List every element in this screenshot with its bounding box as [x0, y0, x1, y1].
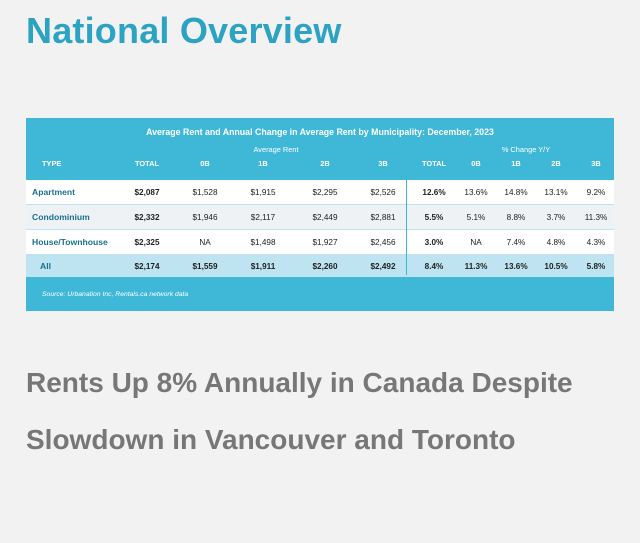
- table-cell: $2,332: [134, 212, 160, 222]
- table-cell: 5.1%: [466, 212, 486, 222]
- table-cell: $2,526: [370, 187, 396, 197]
- table-cell: $2,492: [370, 261, 396, 271]
- column-header-total-change: TOTAL: [422, 159, 446, 168]
- table-cell: NA: [199, 237, 211, 247]
- table-cell: NA: [470, 237, 482, 247]
- column-header-type: TYPE: [42, 159, 62, 168]
- table-cell: $1,915: [250, 187, 276, 197]
- table-cell: $2,456: [370, 237, 396, 247]
- table-cell: $2,260: [312, 261, 338, 271]
- table-cell: 3.0%: [424, 237, 444, 247]
- table-row-house-townhouse: House/Townhouse $2,325 NA $1,498 $1,927 …: [26, 230, 614, 255]
- table-cell: 5.8%: [586, 261, 606, 271]
- table-cell: 5.5%: [424, 212, 444, 222]
- table-cell: $1,946: [192, 212, 218, 222]
- table-cell: $1,498: [250, 237, 276, 247]
- table-cell-type: House/Townhouse: [32, 237, 108, 247]
- table-cell: $1,528: [192, 187, 218, 197]
- table-body: Apartment $2,087 $1,528 $1,915 $2,295 $2…: [26, 180, 614, 277]
- table-row-all: All $2,174 $1,559 $1,911 $2,260 $2,492 8…: [26, 255, 614, 277]
- column-header-3b-rent: 3B: [378, 159, 388, 168]
- table-cell: $1,911: [250, 261, 276, 271]
- table-cell-type: Condominium: [32, 212, 90, 222]
- table-cell: 10.5%: [544, 261, 568, 271]
- rent-table: Average Rent and Annual Change in Averag…: [26, 118, 614, 311]
- table-cell: $2,325: [134, 237, 160, 247]
- table-cell: 14.8%: [504, 187, 528, 197]
- table-cell: $2,087: [134, 187, 160, 197]
- table-row-apartment: Apartment $2,087 $1,528 $1,915 $2,295 $2…: [26, 180, 614, 205]
- table-cell: $1,559: [192, 261, 218, 271]
- column-header-1b-change: 1B: [511, 159, 521, 168]
- table-caption: Average Rent and Annual Change in Averag…: [146, 127, 494, 137]
- table-cell: 4.3%: [586, 237, 606, 247]
- table-cell: $2,449: [312, 212, 338, 222]
- group-header-pct-change: % Change Y/Y: [501, 145, 551, 154]
- table-row-condominium: Condominium $2,332 $1,946 $2,117 $2,449 …: [26, 205, 614, 230]
- table-cell: 3.7%: [546, 212, 566, 222]
- table-cell: 8.8%: [506, 212, 526, 222]
- table-cell: $2,117: [250, 212, 276, 222]
- table-cell: 9.2%: [586, 187, 606, 197]
- table-cell-type: Apartment: [32, 187, 75, 197]
- column-header-2b-rent: 2B: [320, 159, 330, 168]
- column-header-3b-change: 3B: [591, 159, 601, 168]
- table-cell: 13.1%: [544, 187, 568, 197]
- table-cell: 12.6%: [422, 187, 446, 197]
- table-cell: 11.3%: [464, 261, 488, 271]
- group-header-average-rent: Average Rent: [253, 145, 299, 154]
- column-header-2b-change: 2B: [551, 159, 561, 168]
- table-cell: 13.6%: [504, 261, 528, 271]
- page-title: National Overview: [26, 10, 342, 51]
- column-divider: [406, 180, 407, 275]
- column-header-0b-rent: 0B: [200, 159, 210, 168]
- table-source-note: Source: Urbanation Inc, Rentals.ca netwo…: [42, 291, 189, 298]
- table-cell: $2,295: [312, 187, 338, 197]
- column-header-0b-change: 0B: [471, 159, 481, 168]
- table-cell: 13.6%: [464, 187, 488, 197]
- table-cell: 11.3%: [584, 212, 608, 222]
- table-cell: $1,927: [312, 237, 338, 247]
- table-cell: $2,881: [370, 212, 396, 222]
- table-cell: 8.4%: [424, 261, 444, 271]
- table-cell: 7.4%: [506, 237, 526, 247]
- column-header-1b-rent: 1B: [258, 159, 268, 168]
- column-header-total-rent: TOTAL: [135, 159, 159, 168]
- article-headline: Rents Up 8% Annually in Canada Despite S…: [26, 367, 573, 455]
- table-cell: 4.8%: [546, 237, 566, 247]
- table-cell: $2,174: [134, 261, 160, 271]
- table-cell-type: All: [40, 261, 51, 271]
